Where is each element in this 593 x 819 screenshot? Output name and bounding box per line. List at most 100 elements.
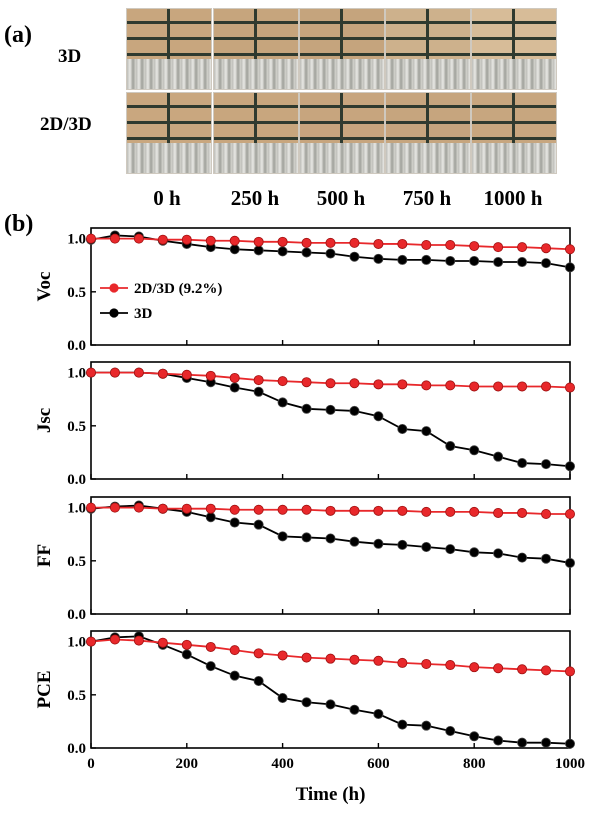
data-point bbox=[373, 253, 384, 264]
data-point bbox=[445, 380, 456, 391]
data-point bbox=[349, 505, 360, 516]
data-point bbox=[277, 531, 288, 542]
data-point bbox=[325, 653, 336, 664]
time-label-750h: 750 h bbox=[402, 186, 452, 210]
data-point bbox=[469, 731, 480, 742]
data-point bbox=[565, 461, 576, 472]
data-point bbox=[86, 636, 97, 647]
data-point bbox=[109, 634, 120, 645]
data-point bbox=[205, 503, 216, 514]
data-point bbox=[517, 664, 528, 675]
data-point bbox=[349, 251, 360, 262]
data-point bbox=[493, 257, 504, 268]
legend-label: 3D bbox=[134, 306, 153, 322]
y-tick-label: 0.5 bbox=[67, 688, 86, 704]
data-point bbox=[133, 635, 144, 646]
legend-label: 2D/3D (9.2%) bbox=[134, 281, 222, 297]
data-point bbox=[445, 660, 456, 671]
data-point bbox=[133, 233, 144, 244]
legend-marker bbox=[109, 283, 119, 293]
sample-photo bbox=[213, 92, 299, 174]
sample-photo bbox=[126, 92, 212, 174]
data-point bbox=[277, 504, 288, 515]
data-point bbox=[325, 699, 336, 710]
y-axis-label: PCE bbox=[34, 671, 55, 709]
sample-photo bbox=[299, 92, 385, 174]
data-point bbox=[541, 665, 552, 676]
y-axis-label: Voc bbox=[34, 272, 55, 302]
data-point bbox=[565, 244, 576, 255]
data-point bbox=[181, 503, 192, 514]
data-point bbox=[565, 666, 576, 677]
data-point bbox=[301, 377, 312, 388]
data-point bbox=[373, 238, 384, 249]
legend-marker bbox=[109, 308, 119, 318]
y-tick-label: 0.0 bbox=[67, 741, 86, 757]
y-axis-label: FF bbox=[34, 544, 55, 567]
y-tick-label: 1.0 bbox=[67, 366, 86, 382]
data-point bbox=[301, 697, 312, 708]
data-point bbox=[277, 376, 288, 387]
data-point bbox=[517, 737, 528, 748]
data-point bbox=[181, 234, 192, 245]
x-tick-label: 0 bbox=[87, 756, 95, 772]
x-tick-label: 800 bbox=[463, 756, 486, 772]
data-point bbox=[469, 241, 480, 252]
data-point bbox=[349, 237, 360, 248]
data-point bbox=[133, 502, 144, 513]
plot-frame bbox=[90, 630, 571, 749]
panel-a-label: (a) bbox=[4, 22, 32, 48]
data-point bbox=[253, 504, 264, 515]
data-point bbox=[325, 237, 336, 248]
subplot-pce: 0.0 0.5 1.0 PCE bbox=[34, 630, 576, 757]
data-point bbox=[253, 386, 264, 397]
data-point bbox=[493, 663, 504, 674]
plot-frame bbox=[90, 496, 571, 615]
data-point bbox=[445, 240, 456, 251]
data-point bbox=[157, 503, 168, 514]
data-point bbox=[253, 519, 264, 530]
data-point bbox=[205, 641, 216, 652]
data-point bbox=[301, 247, 312, 258]
data-point bbox=[493, 451, 504, 462]
y-axis-label: Jsc bbox=[34, 408, 55, 433]
data-point bbox=[277, 236, 288, 247]
data-point bbox=[421, 254, 432, 265]
data-point bbox=[493, 735, 504, 746]
row-label-3d: 3D bbox=[58, 46, 82, 67]
y-tick-label: 1.0 bbox=[67, 501, 86, 517]
x-tick-label: 400 bbox=[271, 756, 294, 772]
data-point bbox=[541, 553, 552, 564]
series-line bbox=[90, 635, 571, 745]
data-point bbox=[397, 238, 408, 249]
data-point bbox=[325, 248, 336, 259]
sample-photo bbox=[213, 8, 299, 90]
data-point bbox=[86, 233, 97, 244]
data-point bbox=[109, 367, 120, 378]
data-point bbox=[133, 367, 144, 378]
data-point bbox=[421, 240, 432, 251]
data-point bbox=[373, 655, 384, 666]
data-point bbox=[301, 403, 312, 414]
sample-photo bbox=[126, 8, 212, 90]
time-label-1000h: 1000 h bbox=[483, 186, 543, 210]
data-point bbox=[565, 382, 576, 393]
data-point bbox=[541, 737, 552, 748]
data-point bbox=[397, 424, 408, 435]
data-point bbox=[277, 246, 288, 257]
data-point bbox=[277, 650, 288, 661]
data-point bbox=[397, 505, 408, 516]
data-point bbox=[301, 652, 312, 663]
data-point bbox=[325, 378, 336, 389]
y-tick-label: 0.0 bbox=[67, 607, 86, 623]
data-point bbox=[325, 505, 336, 516]
data-point bbox=[229, 517, 240, 528]
data-point bbox=[373, 505, 384, 516]
data-point bbox=[253, 245, 264, 256]
data-point bbox=[229, 235, 240, 246]
data-point bbox=[301, 237, 312, 248]
data-point bbox=[493, 507, 504, 518]
data-point bbox=[469, 381, 480, 392]
sample-photo bbox=[385, 92, 471, 174]
data-point bbox=[157, 234, 168, 245]
